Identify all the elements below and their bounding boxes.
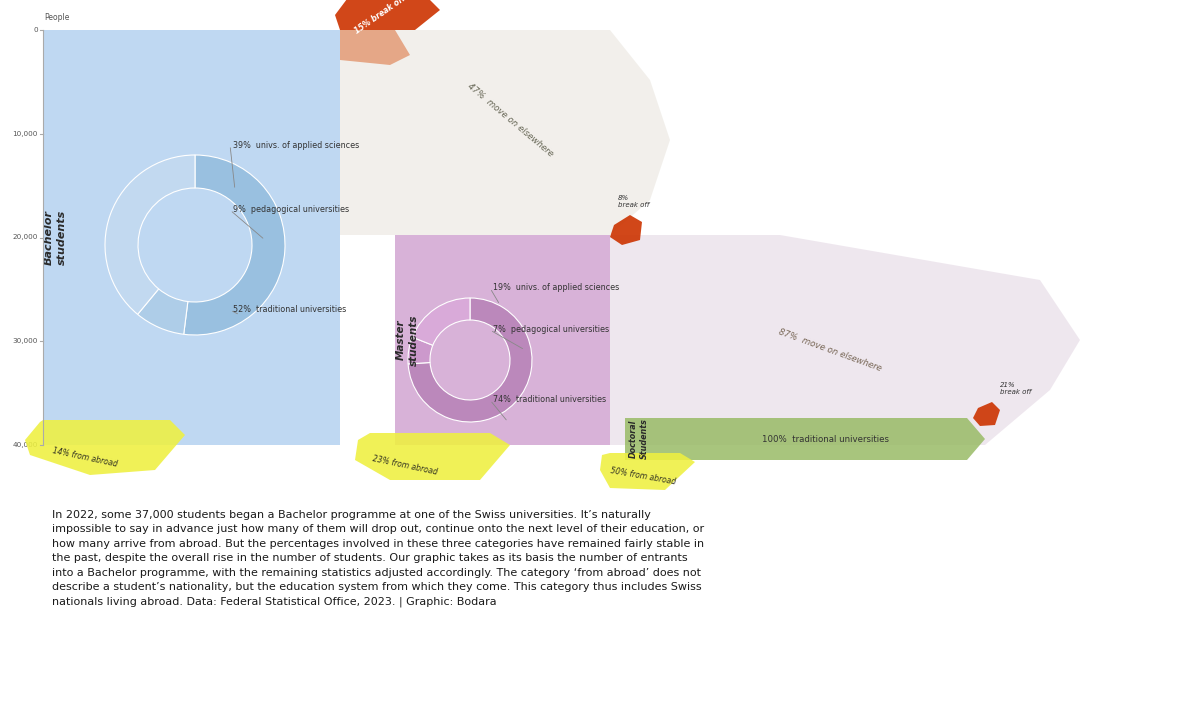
Wedge shape	[138, 289, 188, 335]
Text: Doctoral
Students: Doctoral Students	[629, 419, 649, 459]
Wedge shape	[184, 155, 284, 335]
Text: 0: 0	[34, 27, 38, 33]
Text: 23% from abroad: 23% from abroad	[372, 454, 439, 476]
Polygon shape	[610, 215, 642, 245]
Text: People: People	[44, 13, 70, 22]
Wedge shape	[408, 298, 532, 422]
Text: 52%  traditional universities: 52% traditional universities	[233, 305, 347, 315]
Polygon shape	[625, 418, 985, 460]
Text: 87%  move on elsewhere: 87% move on elsewhere	[778, 327, 883, 373]
Wedge shape	[106, 155, 194, 314]
Text: 30,000: 30,000	[13, 338, 38, 344]
Text: 10,000: 10,000	[13, 131, 38, 137]
Polygon shape	[335, 0, 440, 30]
Text: Bachelor
students: Bachelor students	[43, 210, 67, 265]
Polygon shape	[25, 420, 185, 475]
Polygon shape	[340, 30, 410, 65]
Wedge shape	[408, 337, 433, 364]
Text: 15% break off: 15% break off	[353, 0, 407, 36]
Bar	[395, 235, 610, 445]
Text: 50% from abroad: 50% from abroad	[610, 466, 677, 486]
Polygon shape	[600, 453, 695, 490]
Text: 19%  univs. of applied sciences: 19% univs. of applied sciences	[493, 283, 619, 293]
Text: 39%  univs. of applied sciences: 39% univs. of applied sciences	[233, 140, 359, 150]
Text: 47%  move on elsewhere: 47% move on elsewhere	[466, 82, 554, 159]
Text: 14% from abroad: 14% from abroad	[52, 446, 119, 468]
Text: 21%
break off: 21% break off	[1000, 382, 1031, 395]
Text: 40,000: 40,000	[13, 442, 38, 448]
Wedge shape	[413, 298, 470, 345]
Text: 7%  pedagogical universities: 7% pedagogical universities	[493, 325, 610, 335]
Text: Master
students: Master students	[396, 314, 419, 366]
Text: 74%  traditional universities: 74% traditional universities	[493, 395, 606, 404]
Polygon shape	[355, 433, 510, 480]
Bar	[43, 30, 340, 445]
Text: In 2022, some 37,000 students began a Bachelor programme at one of the Swiss uni: In 2022, some 37,000 students began a Ba…	[52, 510, 704, 607]
Text: 9%  pedagogical universities: 9% pedagogical universities	[233, 206, 349, 214]
Text: 100%  traditional universities: 100% traditional universities	[762, 434, 888, 444]
Polygon shape	[340, 30, 670, 235]
Polygon shape	[610, 235, 1080, 445]
Text: 8%
break off: 8% break off	[618, 195, 649, 208]
Polygon shape	[973, 402, 1000, 426]
Text: 20,000: 20,000	[13, 234, 38, 241]
